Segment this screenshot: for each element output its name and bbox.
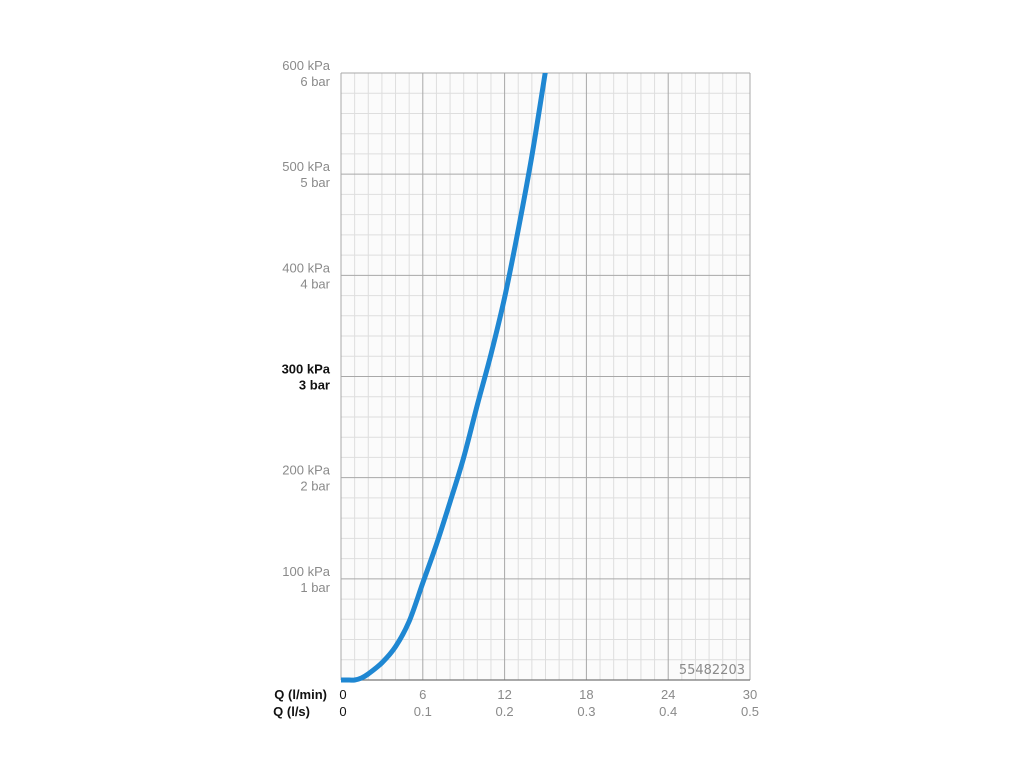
- x-tick-label-ls: 0.2: [496, 704, 514, 719]
- y-tick-label-bar: 4 bar: [300, 276, 330, 291]
- curve-layer: [341, 73, 548, 683]
- y-tick-label-kpa: 400 kPa: [282, 260, 330, 275]
- x-tick-label-lmin: 30: [743, 687, 757, 702]
- pressure-loss-curve: [341, 73, 548, 683]
- x-tick-label-lmin: 24: [661, 687, 675, 702]
- x-tick-label-lmin: 18: [579, 687, 593, 702]
- y-tick-label-kpa: 200 kPa: [282, 463, 330, 478]
- x-axis-title-lmin: Q (l/min): [274, 687, 327, 702]
- x-tick-label-ls: 0.5: [741, 704, 759, 719]
- x-tick-label-ls: 0.1: [414, 704, 432, 719]
- x-tick-label-lmin: 6: [419, 687, 426, 702]
- y-tick-label-kpa: 300 kPa: [282, 362, 331, 377]
- y-tick-label-bar: 2 bar: [300, 479, 330, 494]
- y-tick-label-bar: 6 bar: [300, 74, 330, 89]
- x-axis-title-ls: Q (l/s): [273, 704, 310, 719]
- x-axis-ticks: 0 6 12 18 24 30 0 0.1 0.2 0.3 0.4 0.5: [339, 687, 759, 719]
- y-tick-label-bar: 5 bar: [300, 175, 330, 190]
- y-tick-label-kpa: 600 kPa: [282, 58, 330, 73]
- x-tick-label-ls: 0.3: [577, 704, 595, 719]
- x-tick-label-lmin: 0: [339, 687, 346, 702]
- x-tick-label-ls: 0.4: [659, 704, 677, 719]
- y-tick-label-bar: 1 bar: [300, 580, 330, 595]
- y-tick-label-kpa: 100 kPa: [282, 564, 330, 579]
- x-tick-label-lmin: 12: [497, 687, 511, 702]
- y-tick-label-bar: 3 bar: [299, 378, 330, 393]
- major-grid: [340, 72, 751, 681]
- x-tick-label-ls: 0: [339, 704, 346, 719]
- product-code: 55482203: [679, 663, 745, 678]
- y-tick-label-kpa: 500 kPa: [282, 159, 330, 174]
